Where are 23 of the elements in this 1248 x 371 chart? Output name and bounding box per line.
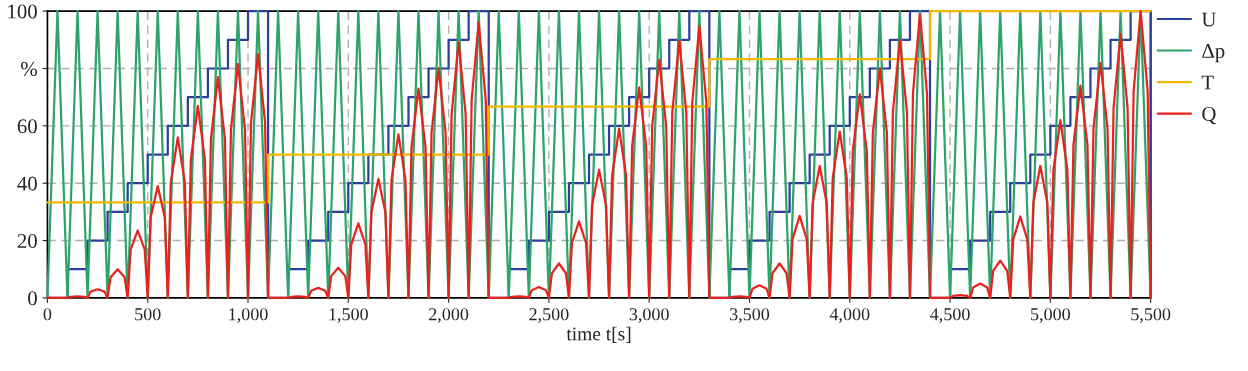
x-tick-label: 4,500 [930,308,970,323]
x-tick-label: 3,000 [629,308,669,323]
y-tick-label: 20 [17,233,37,248]
x-tick-label: 0 [43,308,52,321]
legend-label: U [1201,12,1216,27]
x-axis-title: time t[s] [566,326,631,343]
x-tick-label: 2,500 [529,308,569,323]
x-tick-label: 5,000 [1031,308,1070,323]
x-tick-label: 2,000 [429,308,469,323]
x-tick-label: 1,500 [329,308,368,323]
x-tick-label: 3,500 [730,308,770,323]
x-tick-label: 500 [135,308,161,321]
y-tick-label: 60 [17,119,37,134]
legend-label: Q [1202,107,1217,125]
y-tick-label: 100 [8,4,37,19]
legend-label: T [1201,75,1214,90]
y-tick-label: % [21,61,37,76]
x-tick-label: 5,500 [1131,308,1171,323]
y-tick-label: 0 [28,291,37,306]
y-tick-label: 40 [17,176,37,191]
x-tick-label: 4,000 [829,308,870,323]
x-tick-label: 1,000 [229,308,268,323]
legend-label: Δp [1202,44,1225,63]
